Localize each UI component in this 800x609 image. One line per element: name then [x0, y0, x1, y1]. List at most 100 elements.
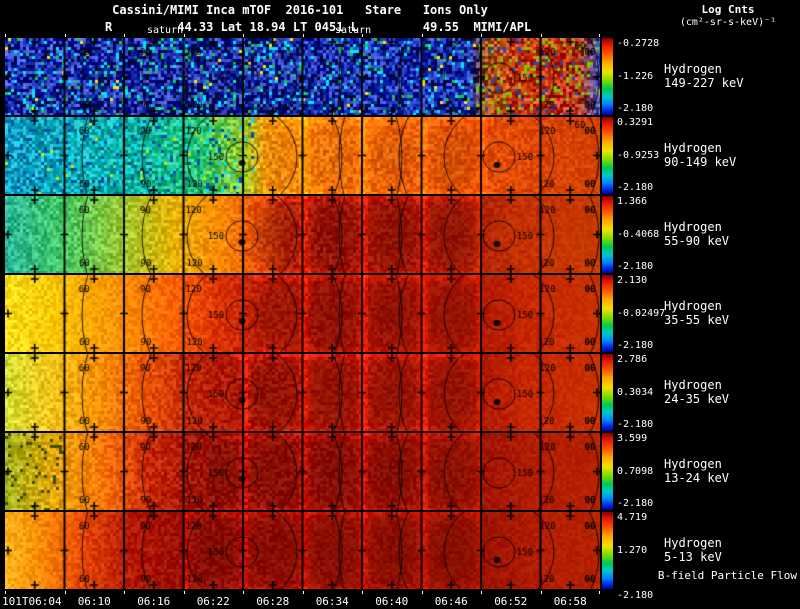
- heatmap-row-4: [5, 275, 600, 352]
- axis-tick: [422, 591, 423, 594]
- energy-range-label: 5-13 keV: [664, 550, 722, 564]
- colorbar-row-7: [602, 512, 613, 589]
- species-label: Hydrogen: [664, 457, 729, 471]
- scale-max-label: 1.366: [617, 197, 647, 207]
- scale-max-label: 2.130: [617, 276, 647, 286]
- axis-tick: [599, 591, 600, 594]
- colorbar-scale-row-4: 2.130 -0.02497 -2.180: [617, 275, 667, 352]
- scale-mid-label: 0.7098: [617, 467, 653, 477]
- time-tick-label: 06:22: [197, 595, 230, 608]
- time-tick-label: 06:34: [316, 595, 349, 608]
- colorbar-row-1: [602, 38, 613, 115]
- axis-tick: [65, 591, 66, 594]
- channel-label-row-5: Hydrogen 24-35 keV: [664, 378, 729, 406]
- time-tick-label: 06:58: [554, 595, 587, 608]
- axis-tick: [303, 591, 304, 594]
- colorbar-row-3: [602, 196, 613, 273]
- axis-tick: [243, 34, 244, 37]
- colorbar-scale-row-1: -0.2728 -1.226 -2.180: [617, 38, 667, 115]
- scale-max-label: 2.786: [617, 355, 647, 365]
- channel-label-row-1: Hydrogen 149-227 keV: [664, 62, 743, 90]
- heatmap-row-7: [5, 512, 600, 589]
- axis-tick: [481, 591, 482, 594]
- time-tick-label: 06:16: [137, 595, 170, 608]
- axis-tick: [184, 591, 185, 594]
- axis-tick: [124, 34, 125, 37]
- heatmap-row-2: [5, 117, 600, 194]
- heatmap-row-5: [5, 354, 600, 431]
- colorbar-scale-row-6: 3.599 0.7098 -2.180: [617, 433, 667, 510]
- colorbar-row-5: [602, 354, 613, 431]
- axis-tick: [124, 591, 125, 594]
- scale-min-label: -2.180: [617, 591, 653, 601]
- axis-tick: [5, 591, 6, 594]
- colorbar-scale-row-2: 0.3291 -0.9253 -2.180: [617, 117, 667, 194]
- axis-tick: [5, 34, 6, 37]
- colorbar-scale-row-5: 2.786 0.3034 -2.180: [617, 354, 667, 431]
- species-label: Hydrogen: [664, 141, 736, 155]
- colorbar-title: Log Cnts (cm²-sr-s-keV)⁻¹: [660, 3, 796, 28]
- time-axis: 101T06:04 06:10 06:16 06:22 06:28 06:34 06:40 0…: [5, 591, 601, 608]
- scale-min-label: -2.180: [617, 420, 653, 430]
- heatmap-row-3: [5, 196, 600, 273]
- colorbar-row-6: [602, 433, 613, 510]
- scale-mid-label: -0.4068: [617, 230, 659, 240]
- mimi-inca-plot: Cassini/MIMI Inca mTOF 2016-101 Stare Io…: [0, 0, 800, 609]
- axis-tick: [541, 591, 542, 594]
- time-tick-label: 06:28: [256, 595, 289, 608]
- heatmap-row-6: [5, 433, 600, 510]
- time-tick-label: 06:10: [78, 595, 111, 608]
- colorbar-row-2: [602, 117, 613, 194]
- axis-tick: [65, 34, 66, 37]
- page-title: Cassini/MIMI Inca mTOF 2016-101 Stare Io…: [0, 3, 600, 17]
- scale-max-label: 0.3291: [617, 118, 653, 128]
- scale-mid-label: 0.3034: [617, 388, 653, 398]
- channel-label-row-3: Hydrogen 55-90 keV: [664, 220, 729, 248]
- axis-tick: [362, 591, 363, 594]
- channel-label-row-7: Hydrogen 5-13 keV: [664, 536, 722, 564]
- energy-range-label: 55-90 keV: [664, 234, 729, 248]
- scale-mid-label: 1.270: [617, 546, 647, 556]
- scale-min-label: -2.180: [617, 104, 653, 114]
- scale-mid-label: -1.226: [617, 72, 653, 82]
- scale-mid-label: -0.02497: [617, 309, 665, 319]
- bfield-flow-label: B-field Particle Flow: [658, 569, 797, 582]
- time-tick-label: 06:46: [435, 595, 468, 608]
- energy-range-label: 35-55 keV: [664, 313, 729, 327]
- colorbar-row-4: [602, 275, 613, 352]
- scale-max-label: -0.2728: [617, 39, 659, 49]
- scale-max-label: 3.599: [617, 434, 647, 444]
- time-tick-label: 06:40: [375, 595, 408, 608]
- scale-max-label: 4.719: [617, 513, 647, 523]
- axis-tick: [184, 34, 185, 37]
- axis-tick: [422, 34, 423, 37]
- energy-range-label: 90-149 keV: [664, 155, 736, 169]
- scale-mid-label: -0.9253: [617, 151, 659, 161]
- energy-range-label: 13-24 keV: [664, 471, 729, 485]
- species-label: Hydrogen: [664, 299, 729, 313]
- time-tick-label: 101T06:04: [2, 595, 62, 608]
- scale-min-label: -2.180: [617, 262, 653, 272]
- scale-min-label: -2.180: [617, 183, 653, 193]
- channel-label-row-4: Hydrogen 35-55 keV: [664, 299, 729, 327]
- channel-label-row-2: Hydrogen 90-149 keV: [664, 141, 736, 169]
- axis-tick: [303, 34, 304, 37]
- axis-tick: [599, 34, 600, 37]
- heatmap-row-1: [5, 38, 600, 115]
- channel-label-row-6: Hydrogen 13-24 keV: [664, 457, 729, 485]
- energy-range-label: 24-35 keV: [664, 392, 729, 406]
- time-tick-label: 06:52: [494, 595, 527, 608]
- scale-min-label: -2.180: [617, 499, 653, 509]
- axis-tick: [481, 34, 482, 37]
- axis-tick: [243, 591, 244, 594]
- scale-min-label: -2.180: [617, 341, 653, 351]
- colorbar-title-line1: Log Cnts: [660, 3, 796, 16]
- energy-range-label: 149-227 keV: [664, 76, 743, 90]
- species-label: Hydrogen: [664, 536, 722, 550]
- colorbar-title-units: (cm²-sr-s-keV)⁻¹: [660, 17, 796, 28]
- axis-tick: [362, 34, 363, 37]
- species-label: Hydrogen: [664, 220, 729, 234]
- species-label: Hydrogen: [664, 62, 743, 76]
- top-axis-ticks: [5, 34, 601, 37]
- axis-tick: [541, 34, 542, 37]
